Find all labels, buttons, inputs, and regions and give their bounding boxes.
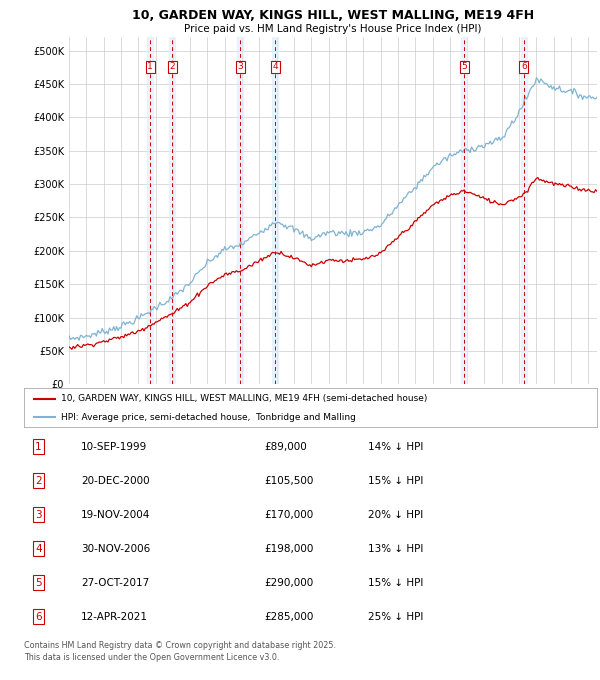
Text: £198,000: £198,000 (265, 544, 314, 554)
Text: 5: 5 (461, 63, 467, 71)
Text: This data is licensed under the Open Government Licence v3.0.: This data is licensed under the Open Gov… (24, 653, 280, 662)
Text: 10, GARDEN WAY, KINGS HILL, WEST MALLING, ME19 4FH (semi-detached house): 10, GARDEN WAY, KINGS HILL, WEST MALLING… (61, 394, 428, 403)
Text: Price paid vs. HM Land Registry's House Price Index (HPI): Price paid vs. HM Land Registry's House … (184, 24, 482, 34)
Bar (147, 37, 154, 384)
Text: £89,000: £89,000 (265, 442, 307, 452)
Bar (272, 37, 278, 384)
Text: 20% ↓ HPI: 20% ↓ HPI (368, 510, 423, 520)
Text: 14% ↓ HPI: 14% ↓ HPI (368, 442, 423, 452)
Text: 10, GARDEN WAY, KINGS HILL, WEST MALLING, ME19 4FH: 10, GARDEN WAY, KINGS HILL, WEST MALLING… (132, 10, 534, 22)
Text: £105,500: £105,500 (265, 476, 314, 486)
Text: 5: 5 (35, 578, 41, 588)
Bar (461, 37, 467, 384)
Text: 1: 1 (35, 442, 41, 452)
Text: 4: 4 (35, 544, 41, 554)
Bar (169, 37, 175, 384)
Text: HPI: Average price, semi-detached house,  Tonbridge and Malling: HPI: Average price, semi-detached house,… (61, 413, 356, 422)
Text: 1: 1 (148, 63, 153, 71)
Text: 20-DEC-2000: 20-DEC-2000 (82, 476, 150, 486)
Text: 27-OCT-2017: 27-OCT-2017 (82, 578, 149, 588)
Bar (237, 37, 243, 384)
Text: 25% ↓ HPI: 25% ↓ HPI (368, 612, 423, 622)
Text: £285,000: £285,000 (265, 612, 314, 622)
Text: 3: 3 (237, 63, 243, 71)
Text: 2: 2 (35, 476, 41, 486)
Text: 3: 3 (35, 510, 41, 520)
Bar (521, 37, 527, 384)
Text: 19-NOV-2004: 19-NOV-2004 (82, 510, 151, 520)
Text: 30-NOV-2006: 30-NOV-2006 (82, 544, 151, 554)
Text: 6: 6 (35, 612, 41, 622)
Text: 13% ↓ HPI: 13% ↓ HPI (368, 544, 423, 554)
Text: 6: 6 (521, 63, 527, 71)
Text: 15% ↓ HPI: 15% ↓ HPI (368, 476, 423, 486)
Text: 10-SEP-1999: 10-SEP-1999 (82, 442, 148, 452)
Text: Contains HM Land Registry data © Crown copyright and database right 2025.: Contains HM Land Registry data © Crown c… (24, 641, 336, 650)
Text: 15% ↓ HPI: 15% ↓ HPI (368, 578, 423, 588)
Text: 2: 2 (170, 63, 175, 71)
Text: 4: 4 (272, 63, 278, 71)
Text: 12-APR-2021: 12-APR-2021 (82, 612, 148, 622)
Text: £170,000: £170,000 (265, 510, 314, 520)
Text: £290,000: £290,000 (265, 578, 314, 588)
